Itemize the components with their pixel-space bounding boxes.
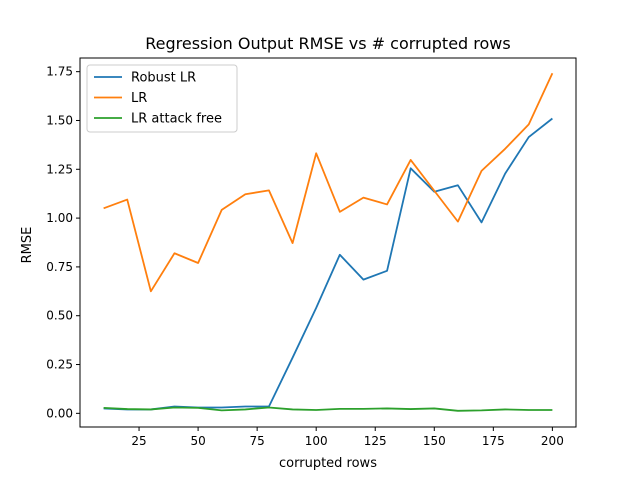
series-line-2 bbox=[103, 72, 554, 293]
y-tick-label: 1.25 bbox=[46, 162, 73, 176]
y-tick-label: 1.50 bbox=[46, 113, 73, 127]
series-line-3 bbox=[103, 406, 553, 412]
y-tick-label: 1.00 bbox=[46, 211, 73, 225]
y-tick-label: 0.25 bbox=[46, 358, 73, 372]
legend-label: Robust LR bbox=[131, 71, 196, 86]
legend-label: LR attack free bbox=[131, 112, 222, 127]
series-lines bbox=[103, 72, 554, 412]
x-axis-label: corrupted rows bbox=[279, 456, 377, 471]
y-tick-label: 0.75 bbox=[46, 260, 73, 274]
x-tick-label: 125 bbox=[364, 434, 387, 448]
x-tick-label: 200 bbox=[541, 434, 564, 448]
x-tick-label: 100 bbox=[305, 434, 328, 448]
series-line-1 bbox=[103, 117, 553, 411]
y-axis-label: RMSE bbox=[20, 227, 35, 264]
y-tick-label: 1.75 bbox=[46, 65, 73, 79]
x-tick-label: 150 bbox=[423, 434, 446, 448]
x-tick-label: 25 bbox=[131, 434, 146, 448]
x-tick-label: 175 bbox=[482, 434, 505, 448]
x-tick-label: 50 bbox=[190, 434, 205, 448]
y-tick-label: 0.00 bbox=[46, 406, 73, 420]
y-tick-label: 0.50 bbox=[46, 309, 73, 323]
x-tick-label: 75 bbox=[250, 434, 265, 448]
legend-box bbox=[86, 64, 238, 133]
axis-ticks: 25 50 75 100 125 150 175 200 0.00 0.25 0.50 0.75 1.0… bbox=[46, 65, 564, 448]
legend-label: LR bbox=[131, 91, 147, 106]
chart-title: Regression Output RMSE vs # corrupted ro… bbox=[145, 34, 510, 53]
legend: Robust LR LR LR attack free bbox=[86, 64, 238, 133]
plot-frame bbox=[79, 57, 577, 428]
